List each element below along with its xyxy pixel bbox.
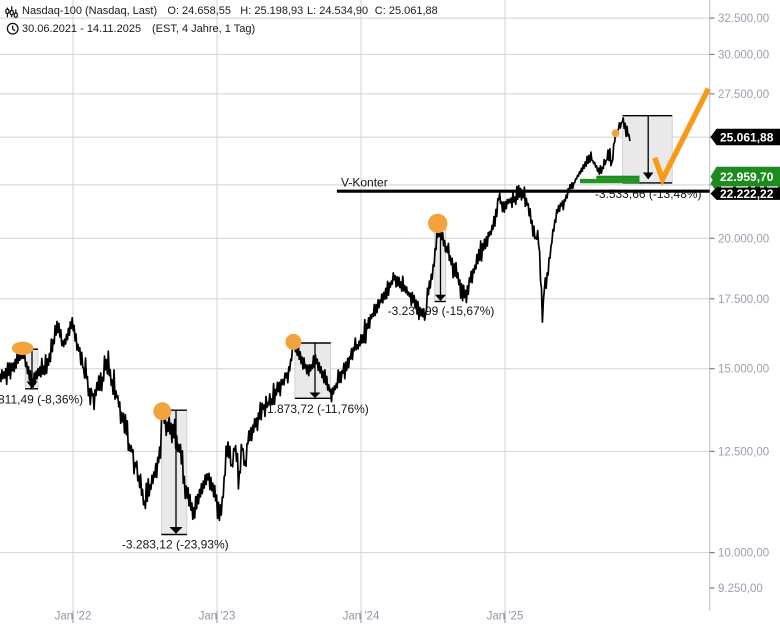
svg-text:-1.873,72 (-11,76%): -1.873,72 (-11,76%) xyxy=(263,402,369,416)
svg-text:(EST, 4 Jahre, 1 Tag): (EST, 4 Jahre, 1 Tag) xyxy=(152,23,255,35)
svg-text:20.000,00: 20.000,00 xyxy=(718,233,769,245)
svg-text:Jan '24: Jan '24 xyxy=(343,611,380,623)
svg-text:-1.811,49 (-8,36%): -1.811,49 (-8,36%) xyxy=(0,393,83,407)
svg-text:32.500,00: 32.500,00 xyxy=(718,13,769,25)
svg-text:25.061,88: 25.061,88 xyxy=(720,130,774,144)
svg-text:10.000,00: 10.000,00 xyxy=(718,548,769,560)
svg-text:12.500,00: 12.500,00 xyxy=(718,446,769,458)
svg-text:Jan '22: Jan '22 xyxy=(55,611,92,623)
svg-text:17.500,00: 17.500,00 xyxy=(718,294,769,306)
svg-text:27.500,00: 27.500,00 xyxy=(718,89,769,101)
svg-text:H: 25.198,93: H: 25.198,93 xyxy=(240,5,303,17)
svg-text:Jan '23: Jan '23 xyxy=(199,611,236,623)
svg-text:V-Konter: V-Konter xyxy=(341,176,388,190)
svg-text:9.250,00: 9.250,00 xyxy=(718,583,763,595)
svg-text:O: 24.658,55: O: 24.658,55 xyxy=(167,5,231,17)
svg-text:-3.533,66 (-13,48%): -3.533,66 (-13,48%) xyxy=(595,187,702,201)
svg-text:22.959,70: 22.959,70 xyxy=(720,170,774,184)
svg-text:Nasdaq-100 (Nasdaq, Last): Nasdaq-100 (Nasdaq, Last) xyxy=(22,5,157,17)
svg-text:22.222,22: 22.222,22 xyxy=(720,187,774,201)
svg-text:Jan '25: Jan '25 xyxy=(487,611,524,623)
svg-text:C: 25.061,88: C: 25.061,88 xyxy=(375,5,438,17)
svg-text:L: 24.534,90: L: 24.534,90 xyxy=(307,5,368,17)
svg-text:30.06.2021 - 14.11.2025: 30.06.2021 - 14.11.2025 xyxy=(22,23,141,35)
svg-text:-3.239,99 (-15,67%): -3.239,99 (-15,67%) xyxy=(388,304,495,318)
svg-text:15.000,00: 15.000,00 xyxy=(718,364,769,376)
svg-text:30.000,00: 30.000,00 xyxy=(718,49,769,61)
svg-text:-3.283,12 (-23,93%): -3.283,12 (-23,93%) xyxy=(122,538,229,552)
